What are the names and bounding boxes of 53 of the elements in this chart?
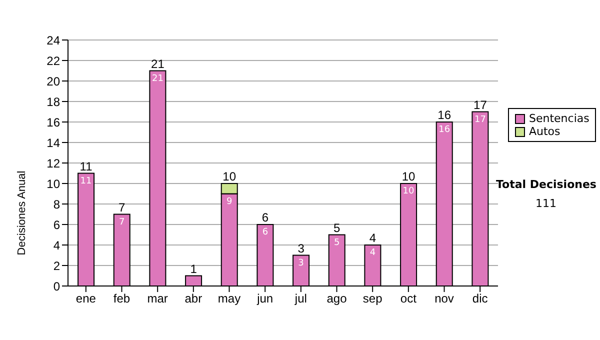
y-tick-label: 16 <box>46 115 60 130</box>
total-label: 17 <box>474 98 488 112</box>
legend-label: Sentencias <box>529 112 590 125</box>
data-label: 4 <box>370 248 376 258</box>
total-label: 5 <box>334 220 341 235</box>
y-axis-title: Decisiones Anual <box>16 170 28 256</box>
text: 111 <box>534 197 558 210</box>
legend-label: Autos <box>529 125 560 138</box>
data-label: 5 <box>334 238 340 248</box>
total-label: 1 <box>190 262 198 276</box>
data-label: 3 <box>298 258 304 268</box>
y-tick-label: 24 <box>46 33 60 48</box>
y-tick-label: 10 <box>46 176 60 191</box>
total-label: 4 <box>369 231 376 245</box>
x-tick-label: feb <box>113 292 130 306</box>
y-tick-label: 4 <box>53 238 60 252</box>
data-label: 10 <box>402 186 415 196</box>
y-tick-label: 12 <box>46 156 60 170</box>
data-label: 11 <box>80 176 92 186</box>
total-label: 10 <box>402 170 416 184</box>
y-tick-label: 0 <box>53 279 60 294</box>
x-tick-label: abr <box>184 292 202 306</box>
x-tick-label: ene <box>76 292 96 306</box>
x-tick-label: jun <box>256 292 274 306</box>
annotation: Total Decisiones <box>496 178 596 191</box>
total-label: 21 <box>151 56 165 71</box>
x-tick-label: jul <box>294 292 307 306</box>
y-tick-label: 6 <box>53 218 60 232</box>
total-label: 6 <box>262 210 269 224</box>
data-label: 16 <box>438 125 450 135</box>
x-tick-label: ago <box>326 292 348 306</box>
x-tick-label: sep <box>362 292 383 306</box>
y-tick-label: 20 <box>46 74 60 88</box>
y-tick-label: 22 <box>46 54 60 68</box>
x-tick-label: dic <box>472 292 488 306</box>
total-label: 7 <box>118 200 126 214</box>
data-label: 17 <box>474 114 486 125</box>
y-tick-label: 8 <box>53 197 60 212</box>
total-label: 16 <box>438 108 452 122</box>
total-label: 11 <box>80 159 93 174</box>
y-tick-label: 18 <box>46 94 60 109</box>
data-label: 7 <box>119 217 125 228</box>
y-tick-label: 2 <box>53 258 60 273</box>
x-tick-label: oct <box>400 292 418 306</box>
data-label: 21 <box>152 74 164 84</box>
total-label: 10 <box>222 170 236 184</box>
x-tick-label: nov <box>434 292 454 306</box>
total-label: 3 <box>298 241 305 256</box>
x-tick-label: mar <box>147 292 168 306</box>
data-label: 9 <box>226 196 232 207</box>
data-label: 6 <box>262 228 268 238</box>
y-tick-label: 14 <box>46 136 60 150</box>
x-tick-label: may <box>218 292 241 306</box>
